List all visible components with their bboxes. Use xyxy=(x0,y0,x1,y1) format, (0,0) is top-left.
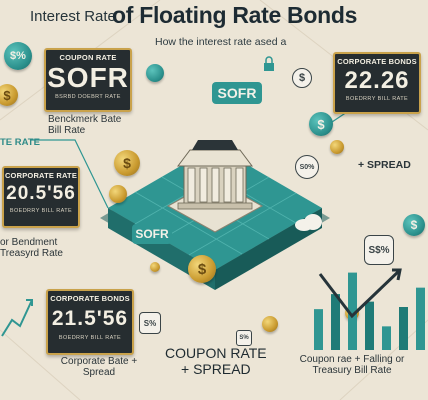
cloud-icon xyxy=(295,214,322,231)
page-subtitle: How the interest rate ased a xyxy=(155,36,287,48)
chart-bar xyxy=(382,326,391,350)
coupon-rate-panel: COUPON RATE SOFR BSRBD DOEBRT RATE xyxy=(44,48,132,112)
gold-coin-bottom-mid xyxy=(262,316,278,332)
gold-dollar-coin-mid: $ xyxy=(114,150,140,176)
sofr-badge-bottom: SOFR xyxy=(132,224,172,244)
panel-heading: CORPORATE BONDS xyxy=(50,294,130,303)
teal-dollar-coin-right: $ xyxy=(309,112,333,136)
coupon-rate-text: COUPON RATE xyxy=(165,345,267,361)
corporate-rate-panel: CORPORATE RATE 20.5'56 BOEDRRY BILL RATE xyxy=(2,166,80,228)
platform-side-right xyxy=(215,208,322,290)
panel-value: 22.26 xyxy=(344,67,410,94)
panel-footer: BOEDRRY BILL RATE xyxy=(58,335,122,341)
gold-dollar-coin-left: $ xyxy=(0,84,18,106)
bendment-label: or Bendment Treasyrd Rate xyxy=(0,237,63,259)
title-prefix: Interest Rate xyxy=(30,8,116,25)
dollar-percent-coin: $% xyxy=(4,42,32,70)
chart-bar xyxy=(314,309,323,350)
lock-icon xyxy=(264,56,274,71)
page-title: of Floating Rate Bonds xyxy=(112,2,358,28)
panel-heading: CORPORATE BONDS xyxy=(337,57,417,66)
corporate-bonds-panel-bottom: CORPORATE BONDS 21.5'56 BOEDRRY BILL RAT… xyxy=(46,289,134,355)
panel-value: 21.5'56 xyxy=(51,307,129,330)
percent-coin-bottom: S% xyxy=(139,312,161,334)
chart-bar xyxy=(331,294,340,350)
corporate-spread-label: Corporate Bate + Spread xyxy=(60,356,138,378)
spread-right-label: + SPREAD xyxy=(358,159,411,171)
panel-footer: BOEDRRY BILL RATE xyxy=(9,208,73,214)
gold-dollar-coin-bottom: $ xyxy=(188,255,216,283)
corporate-bonds-panel-top: CORPORATE BONDS 22.26 BOEDRRY BILL RATE xyxy=(333,52,421,114)
chart-bar xyxy=(365,301,374,350)
chart-bar xyxy=(399,307,408,350)
percent-coin-right: S0% xyxy=(295,155,319,179)
gold-coin-right xyxy=(330,140,344,154)
falling-label: Coupon rae + Falling or Treasury Bill Ra… xyxy=(299,354,405,376)
dollar-sign-badge: S$% xyxy=(364,235,394,265)
falling-rate-chart xyxy=(314,268,425,350)
spread-text: + SPREAD xyxy=(181,361,251,377)
teal-coin-top xyxy=(146,64,164,82)
trend-arrow-head xyxy=(392,268,402,281)
coupon-spread-label: COUPON RATE + SPREAD xyxy=(165,345,267,377)
gold-coin-small xyxy=(109,185,127,203)
chart-bar xyxy=(416,287,425,350)
chart-bar xyxy=(348,272,357,350)
teal-dollar-coin-far-right: $ xyxy=(403,214,425,236)
panel-value: SOFR xyxy=(47,62,129,93)
dollar-outline-coin-top: $ xyxy=(292,68,312,88)
trend-line-icon xyxy=(1,299,33,337)
panel-value: 20.5'56 xyxy=(6,183,76,204)
falling-trend-line xyxy=(318,268,402,319)
panel-heading: COUPON RATE xyxy=(59,53,117,62)
panel-footer: BSRBD DOEBRT RATE xyxy=(55,94,121,100)
sofr-badge-top: SOFR xyxy=(212,82,262,104)
bank-building xyxy=(177,140,253,210)
panel-heading: CORPORATE RATE xyxy=(4,171,78,180)
percent-coin-small: S% xyxy=(236,330,252,346)
gold-coin-tiny xyxy=(150,262,160,272)
benchmark-label: Benckmerk Bate Bill Rate xyxy=(48,114,122,136)
te-rate-label: TE RATE xyxy=(0,137,40,148)
panel-footer: BOEDRRY BILL RATE xyxy=(345,96,409,102)
